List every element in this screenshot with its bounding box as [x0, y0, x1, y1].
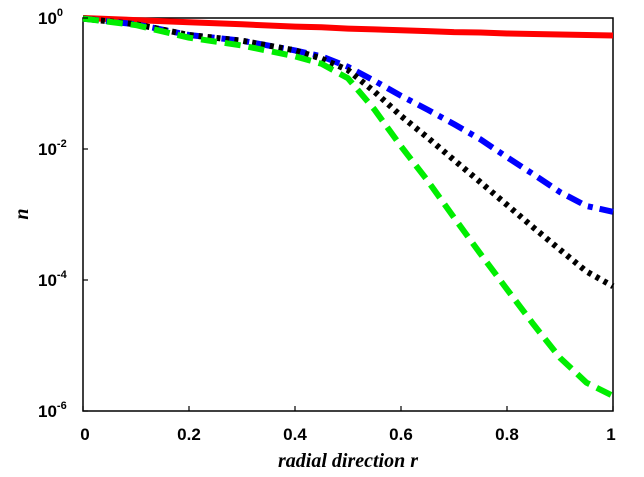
x-tick-label: 1: [606, 425, 615, 444]
series-line-4: [82, 15, 615, 399]
series-line-3: [82, 15, 615, 289]
x-tick-label: 0: [80, 425, 89, 444]
tick-layer: 0 0.2 0.4 0.6 0.8 1 100 10-2 10-4 10-6: [38, 7, 616, 444]
series-line-1: [82, 15, 614, 39]
y-tick-label: 10-2: [38, 138, 67, 159]
x-tick-label: 0.6: [389, 425, 413, 444]
x-tick-label: 0.2: [177, 425, 201, 444]
series-layer: [82, 15, 615, 399]
plot-frame: [82, 17, 614, 412]
y-tick-label: 100: [38, 7, 63, 28]
x-tick-label: 0.4: [283, 425, 307, 444]
y-axis-label: n: [11, 208, 33, 219]
series-line-2: [82, 15, 614, 215]
x-axis-label: radial direction r: [278, 450, 418, 472]
y-tick-label: 10-6: [38, 400, 67, 421]
x-tick-label: 0.8: [495, 425, 519, 444]
y-tick-label: 10-4: [38, 269, 68, 290]
